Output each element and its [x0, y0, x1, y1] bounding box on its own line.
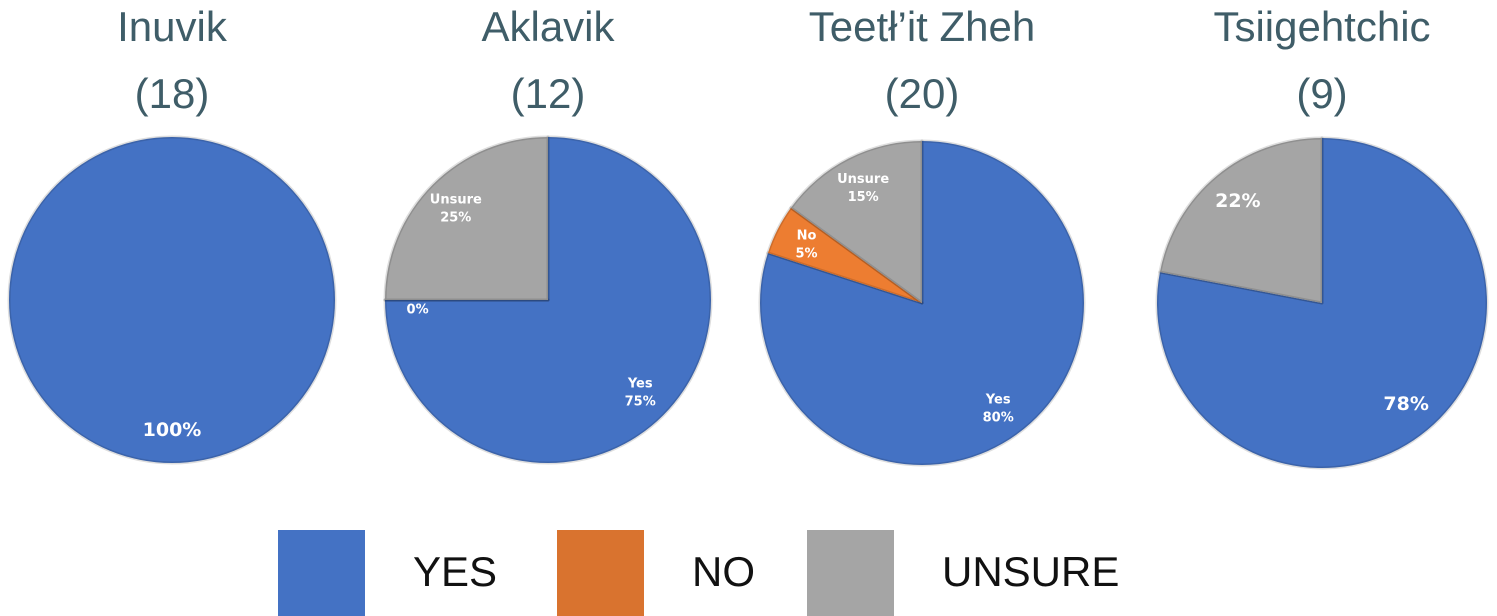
slice-label: 22% — [1215, 190, 1260, 212]
pie-title: Tsiigehtchic — [1213, 3, 1430, 50]
slice-label: 78% — [1383, 393, 1428, 415]
pie-slice — [1158, 136, 1324, 305]
slice-label: 5% — [795, 247, 817, 262]
pie-slice — [7, 135, 337, 465]
slice-label: 0% — [407, 303, 429, 318]
legend-label: UNSURE — [942, 548, 1119, 595]
slice-category: Unsure — [430, 192, 482, 207]
legend-swatch — [278, 530, 365, 616]
pie-slice — [789, 139, 924, 305]
slice-label: 25% — [440, 210, 471, 225]
pie-slice — [766, 206, 924, 305]
pie-subtitle: (20) — [885, 70, 960, 117]
slice-label: 15% — [848, 190, 879, 205]
legend-label: NO — [692, 548, 755, 595]
slice-label: 80% — [983, 410, 1014, 425]
slice-category: Unsure — [837, 172, 889, 187]
pie-slice — [1155, 136, 1489, 470]
pie-slice — [383, 135, 550, 302]
pie-slice — [758, 139, 1086, 467]
slice-category: Yes — [627, 377, 653, 392]
legend-label: YES — [413, 548, 497, 595]
slice-label: 100% — [143, 419, 202, 441]
legend-swatch — [807, 530, 894, 616]
pie-subtitle: (12) — [511, 70, 586, 117]
pie-title: Teetł’it Zheh — [809, 3, 1035, 50]
slice-category: No — [797, 229, 817, 244]
legend-swatch — [557, 530, 644, 616]
pie-title: Aklavik — [481, 3, 615, 50]
pie-title: Inuvik — [117, 3, 228, 50]
slice-label: 75% — [625, 395, 656, 410]
pie-subtitle: (9) — [1296, 70, 1347, 117]
pie-slice — [383, 135, 713, 465]
slice-category: Yes — [985, 392, 1011, 407]
pie-subtitle: (18) — [135, 70, 210, 117]
